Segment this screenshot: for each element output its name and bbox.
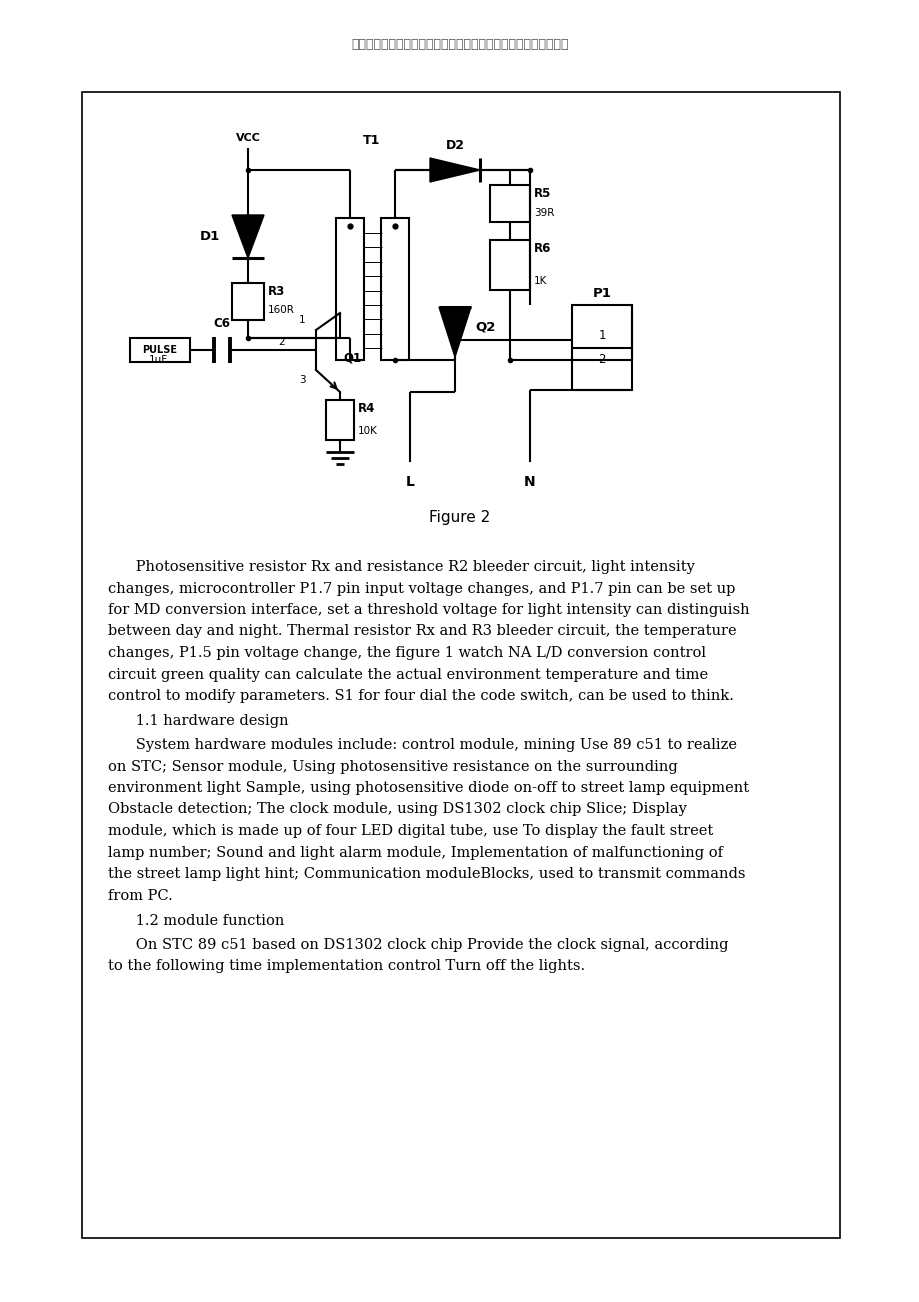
Text: R3: R3 xyxy=(267,285,285,298)
Text: D2: D2 xyxy=(445,139,464,152)
Bar xyxy=(572,305,631,391)
Text: R5: R5 xyxy=(533,187,550,201)
Text: N: N xyxy=(524,475,535,490)
Bar xyxy=(130,339,190,362)
Text: Figure 2: Figure 2 xyxy=(429,510,490,525)
Text: C6: C6 xyxy=(213,316,231,329)
Text: Photosensitive resistor Rx and resistance R2 bleeder circuit, light intensity: Photosensitive resistor Rx and resistanc… xyxy=(108,560,694,574)
Text: changes, microcontroller P1.7 pin input voltage changes, and P1.7 pin can be set: changes, microcontroller P1.7 pin input … xyxy=(108,582,734,595)
Text: On STC 89 c51 based on DS1302 clock chip Provide the clock signal, according: On STC 89 c51 based on DS1302 clock chip… xyxy=(108,937,728,952)
Bar xyxy=(232,283,264,320)
Text: 39R: 39R xyxy=(533,208,554,217)
Bar xyxy=(490,185,529,223)
Text: environment light Sample, using photosensitive diode on-off to street lamp equip: environment light Sample, using photosen… xyxy=(108,781,748,796)
Text: D1: D1 xyxy=(199,230,220,243)
Text: 1: 1 xyxy=(597,329,605,342)
Text: lamp number; Sound and light alarm module, Implementation of malfunctioning of: lamp number; Sound and light alarm modul… xyxy=(108,845,722,859)
Text: 资料内容仅供您学习参考，如有不当之处，请联系改正或者删除。: 资料内容仅供您学习参考，如有不当之处，请联系改正或者删除。 xyxy=(351,38,568,51)
Text: 160R: 160R xyxy=(267,305,295,315)
Polygon shape xyxy=(438,307,471,357)
Text: PULSE: PULSE xyxy=(142,345,177,355)
Text: R6: R6 xyxy=(533,242,550,255)
Text: Q1: Q1 xyxy=(343,352,361,365)
Bar xyxy=(380,217,409,359)
Text: control to modify parameters. S1 for four dial the code switch, can be used to t: control to modify parameters. S1 for fou… xyxy=(108,689,733,703)
Text: the street lamp light hint; Communication moduleBlocks, used to transmit command: the street lamp light hint; Communicatio… xyxy=(108,867,744,881)
Text: on STC; Sensor module, Using photosensitive resistance on the surrounding: on STC; Sensor module, Using photosensit… xyxy=(108,759,677,773)
Text: 1: 1 xyxy=(299,315,305,326)
Text: 1uF: 1uF xyxy=(148,355,167,365)
Text: 3: 3 xyxy=(299,375,305,385)
Text: circuit green quality can calculate the actual environment temperature and time: circuit green quality can calculate the … xyxy=(108,668,708,681)
Polygon shape xyxy=(232,215,264,258)
Text: L: L xyxy=(405,475,414,490)
Text: Q2: Q2 xyxy=(474,320,494,333)
Text: module, which is made up of four LED digital tube, use To display the fault stre: module, which is made up of four LED dig… xyxy=(108,824,712,838)
Text: System hardware modules include: control module, mining Use 89 c51 to realize: System hardware modules include: control… xyxy=(108,738,736,753)
Bar xyxy=(335,217,364,359)
Text: for MD conversion interface, set a threshold voltage for light intensity can dis: for MD conversion interface, set a thres… xyxy=(108,603,749,617)
Text: 1.2 module function: 1.2 module function xyxy=(108,914,284,928)
Text: between day and night. Thermal resistor Rx and R3 bleeder circuit, the temperatu: between day and night. Thermal resistor … xyxy=(108,625,736,638)
Text: 1.1 hardware design: 1.1 hardware design xyxy=(108,715,289,729)
Text: VCC: VCC xyxy=(235,133,260,143)
Polygon shape xyxy=(429,158,480,182)
Text: 2: 2 xyxy=(597,353,605,366)
Bar xyxy=(82,92,839,1238)
Text: from PC.: from PC. xyxy=(108,888,173,902)
Bar xyxy=(325,400,354,440)
Text: 1K: 1K xyxy=(533,276,547,286)
Text: to the following time implementation control Turn off the lights.: to the following time implementation con… xyxy=(108,960,584,973)
Text: Obstacle detection; The clock module, using DS1302 clock chip Slice; Display: Obstacle detection; The clock module, us… xyxy=(108,802,686,816)
Text: 10K: 10K xyxy=(357,426,378,436)
Text: T1: T1 xyxy=(363,134,380,147)
Text: R4: R4 xyxy=(357,402,375,415)
Text: P1: P1 xyxy=(592,286,611,299)
Text: 2: 2 xyxy=(278,337,285,348)
Text: changes, P1.5 pin voltage change, the figure 1 watch NA L/D conversion control: changes, P1.5 pin voltage change, the fi… xyxy=(108,646,705,660)
Bar xyxy=(490,240,529,290)
